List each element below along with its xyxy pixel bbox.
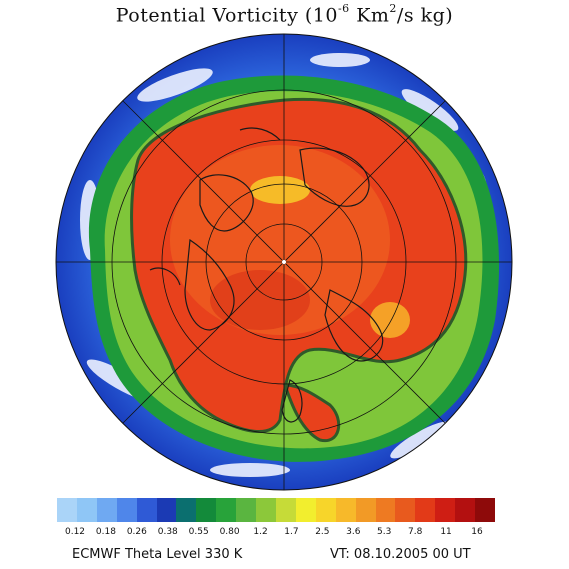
pv-field bbox=[56, 34, 512, 490]
colorbar-swatch bbox=[275, 498, 296, 522]
colorbar-swatch bbox=[335, 498, 356, 522]
colorbar-tick-label: 0.12 bbox=[64, 527, 86, 537]
north-pole-marker bbox=[282, 260, 286, 264]
colorbar-tick-label: 0.38 bbox=[157, 527, 178, 537]
colorbar-tick-label: 1.2 bbox=[253, 527, 268, 537]
colorbar-swatch bbox=[256, 498, 276, 522]
colorbar-swatch bbox=[315, 498, 336, 522]
colorbar-tick-label: 0.26 bbox=[126, 527, 147, 537]
colorbar-swatch bbox=[395, 498, 416, 522]
colorbar-swatch bbox=[355, 498, 376, 522]
colorbar-tick-label: 7.8 bbox=[407, 527, 423, 537]
colorbar-tick-label: 1.7 bbox=[284, 527, 299, 537]
colorbar-swatch bbox=[435, 498, 456, 522]
polar-vortex-high-pv bbox=[130, 97, 468, 443]
colorbar-tick-label: 3.6 bbox=[346, 527, 361, 537]
colorbar-tick-label: 5.3 bbox=[377, 527, 392, 537]
colorbar-swatch bbox=[375, 498, 396, 522]
colorbar bbox=[57, 498, 495, 522]
colorbar-swatch bbox=[455, 498, 476, 522]
colorbar-swatch bbox=[57, 498, 77, 522]
colorbar-tick-label: 2.5 bbox=[315, 527, 330, 537]
colorbar-swatch bbox=[415, 498, 436, 522]
colorbar-swatch bbox=[116, 498, 137, 522]
colorbar-tick-label: 0.80 bbox=[219, 527, 240, 537]
coastlines bbox=[149, 127, 384, 423]
colorbar-ticks: 0.12 0.18 0.26 0.38 0.55 0.80 1.2 1.7 2.5 3.6 5.3 7… bbox=[57, 527, 495, 541]
colorbar-swatch bbox=[216, 498, 237, 522]
map-title: Potential Vorticity (10-6 Km2/s kg) bbox=[115, 2, 454, 27]
colorbar-swatch bbox=[156, 498, 177, 522]
colorbar-swatch bbox=[136, 498, 157, 522]
colorbar-swatch bbox=[196, 498, 217, 522]
colorbar-swatch bbox=[236, 498, 257, 522]
valid-time-label: VT: 08.10.2005 00 UT bbox=[330, 547, 471, 562]
colorbar-swatch bbox=[295, 498, 316, 522]
colorbar-swatch bbox=[96, 498, 117, 522]
colorbar-swatch bbox=[76, 498, 97, 522]
colorbar-swatch bbox=[475, 498, 495, 522]
colorbar-swatch bbox=[176, 498, 197, 522]
map-boundary bbox=[55, 33, 513, 491]
theta-level-label: ECMWF Theta Level 330 K bbox=[72, 547, 243, 562]
colorbar-tick-label: 0.55 bbox=[188, 527, 209, 537]
colorbar-tick-label: 11 bbox=[440, 527, 452, 537]
colorbar-tick-label: 0.18 bbox=[95, 527, 116, 537]
colorbar-tick-label: 16 bbox=[471, 527, 483, 537]
